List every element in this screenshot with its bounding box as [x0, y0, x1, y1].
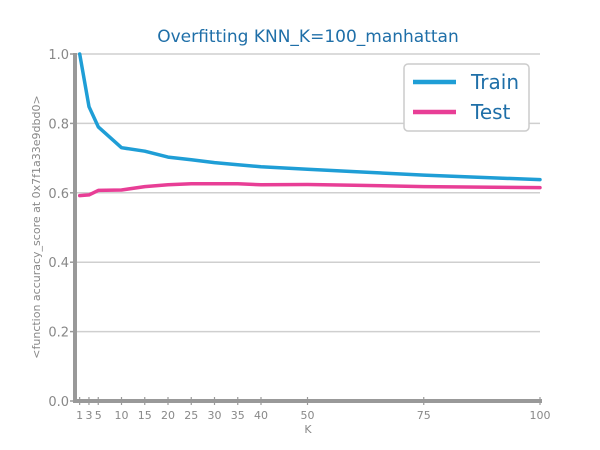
- y-tick-label: 1.0: [48, 48, 69, 63]
- series-line-train: [77, 52, 542, 182]
- legend-label-train: Train: [470, 70, 519, 94]
- x-tick-label: 100: [530, 409, 551, 422]
- x-axis: [73, 399, 542, 403]
- x-tick-label: 15: [138, 409, 152, 422]
- legend: Train Test: [403, 63, 530, 132]
- y-tick-label: 0.0: [48, 395, 69, 410]
- y-tick-label: 0.8: [48, 117, 69, 132]
- x-tick-label: 25: [184, 409, 198, 422]
- y-tick-label: 0.2: [48, 326, 69, 341]
- y-tick-label: 0.4: [48, 256, 69, 271]
- x-tick-label: 50: [301, 409, 315, 422]
- x-tick-label: 75: [417, 409, 431, 422]
- y-ticks: 0.0 0.2 0.4 0.6 0.8 1.0: [48, 48, 75, 410]
- series-lines: [77, 52, 542, 198]
- chart-title: Overfitting KNN_K=100_manhattan: [157, 27, 459, 47]
- x-tick-label: 20: [161, 409, 175, 422]
- x-tick-label: 3: [85, 409, 92, 422]
- x-tick-label: 35: [231, 409, 245, 422]
- x-tick-label: 1: [76, 409, 83, 422]
- legend-label-test: Test: [470, 100, 511, 124]
- x-axis-label: K: [304, 423, 312, 436]
- series-line-test: [77, 182, 542, 198]
- y-tick-label: 0.6: [48, 187, 69, 202]
- x-tick-label: 40: [254, 409, 268, 422]
- y-axis: [73, 53, 77, 403]
- x-tick-label: 5: [95, 409, 102, 422]
- y-axis-label: <function accuracy_score at 0x7f1a33e9db…: [30, 95, 43, 358]
- x-tick-label: 10: [115, 409, 129, 422]
- x-tick-label: 30: [208, 409, 222, 422]
